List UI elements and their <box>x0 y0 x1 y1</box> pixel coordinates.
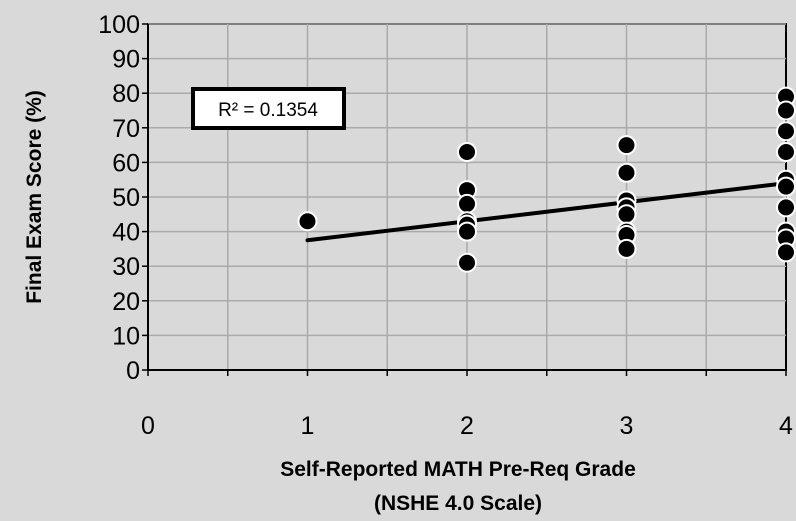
x-axis-title-line-2: (NSHE 4.0 Scale) <box>374 492 542 515</box>
data-point <box>616 204 637 225</box>
trendline <box>305 181 788 243</box>
y-axis-title: Final Exam Score (%) <box>23 90 46 304</box>
x-tick-label: 3 <box>620 412 634 440</box>
data-point <box>457 193 477 214</box>
data-point <box>457 252 477 273</box>
y-tick-label: 10 <box>112 322 140 350</box>
y-tick-label: 80 <box>112 80 140 108</box>
y-tick-label: 70 <box>112 115 140 143</box>
data-point <box>457 142 477 163</box>
data-point <box>776 121 796 142</box>
data-point <box>776 176 796 197</box>
data-points <box>297 86 796 273</box>
r-squared-label: R² = 0.1354 <box>218 100 318 121</box>
trendline-group <box>305 181 788 243</box>
x-tick-label: 2 <box>460 412 474 440</box>
data-point <box>776 142 796 163</box>
data-point <box>616 162 637 183</box>
r-squared-box: R² = 0.1354 <box>191 87 346 130</box>
y-tick-label: 100 <box>98 11 140 39</box>
y-tick-label: 40 <box>112 219 140 247</box>
data-point <box>616 135 637 156</box>
data-point <box>616 238 637 259</box>
x-tick-label: 4 <box>779 412 793 440</box>
y-tick-label: 20 <box>112 288 140 316</box>
data-point <box>297 211 318 232</box>
x-axis-title-line-1: Self-Reported MATH Pre-Req Grade <box>280 458 636 481</box>
y-tick-label: 90 <box>112 46 140 74</box>
data-point <box>776 100 796 121</box>
y-tick-label: 0 <box>126 357 140 385</box>
data-point <box>776 242 796 263</box>
y-tick-label: 30 <box>112 253 140 281</box>
data-point <box>776 197 796 218</box>
x-tick-label: 0 <box>141 412 155 440</box>
y-tick-label: 60 <box>112 149 140 177</box>
data-point <box>457 221 477 242</box>
axes: 0 10 20 30 40 50 60 70 80 90 100 0 1 2 3 4 <box>98 11 793 440</box>
y-tick-label: 50 <box>112 184 140 212</box>
x-tick-label: 1 <box>301 412 315 440</box>
